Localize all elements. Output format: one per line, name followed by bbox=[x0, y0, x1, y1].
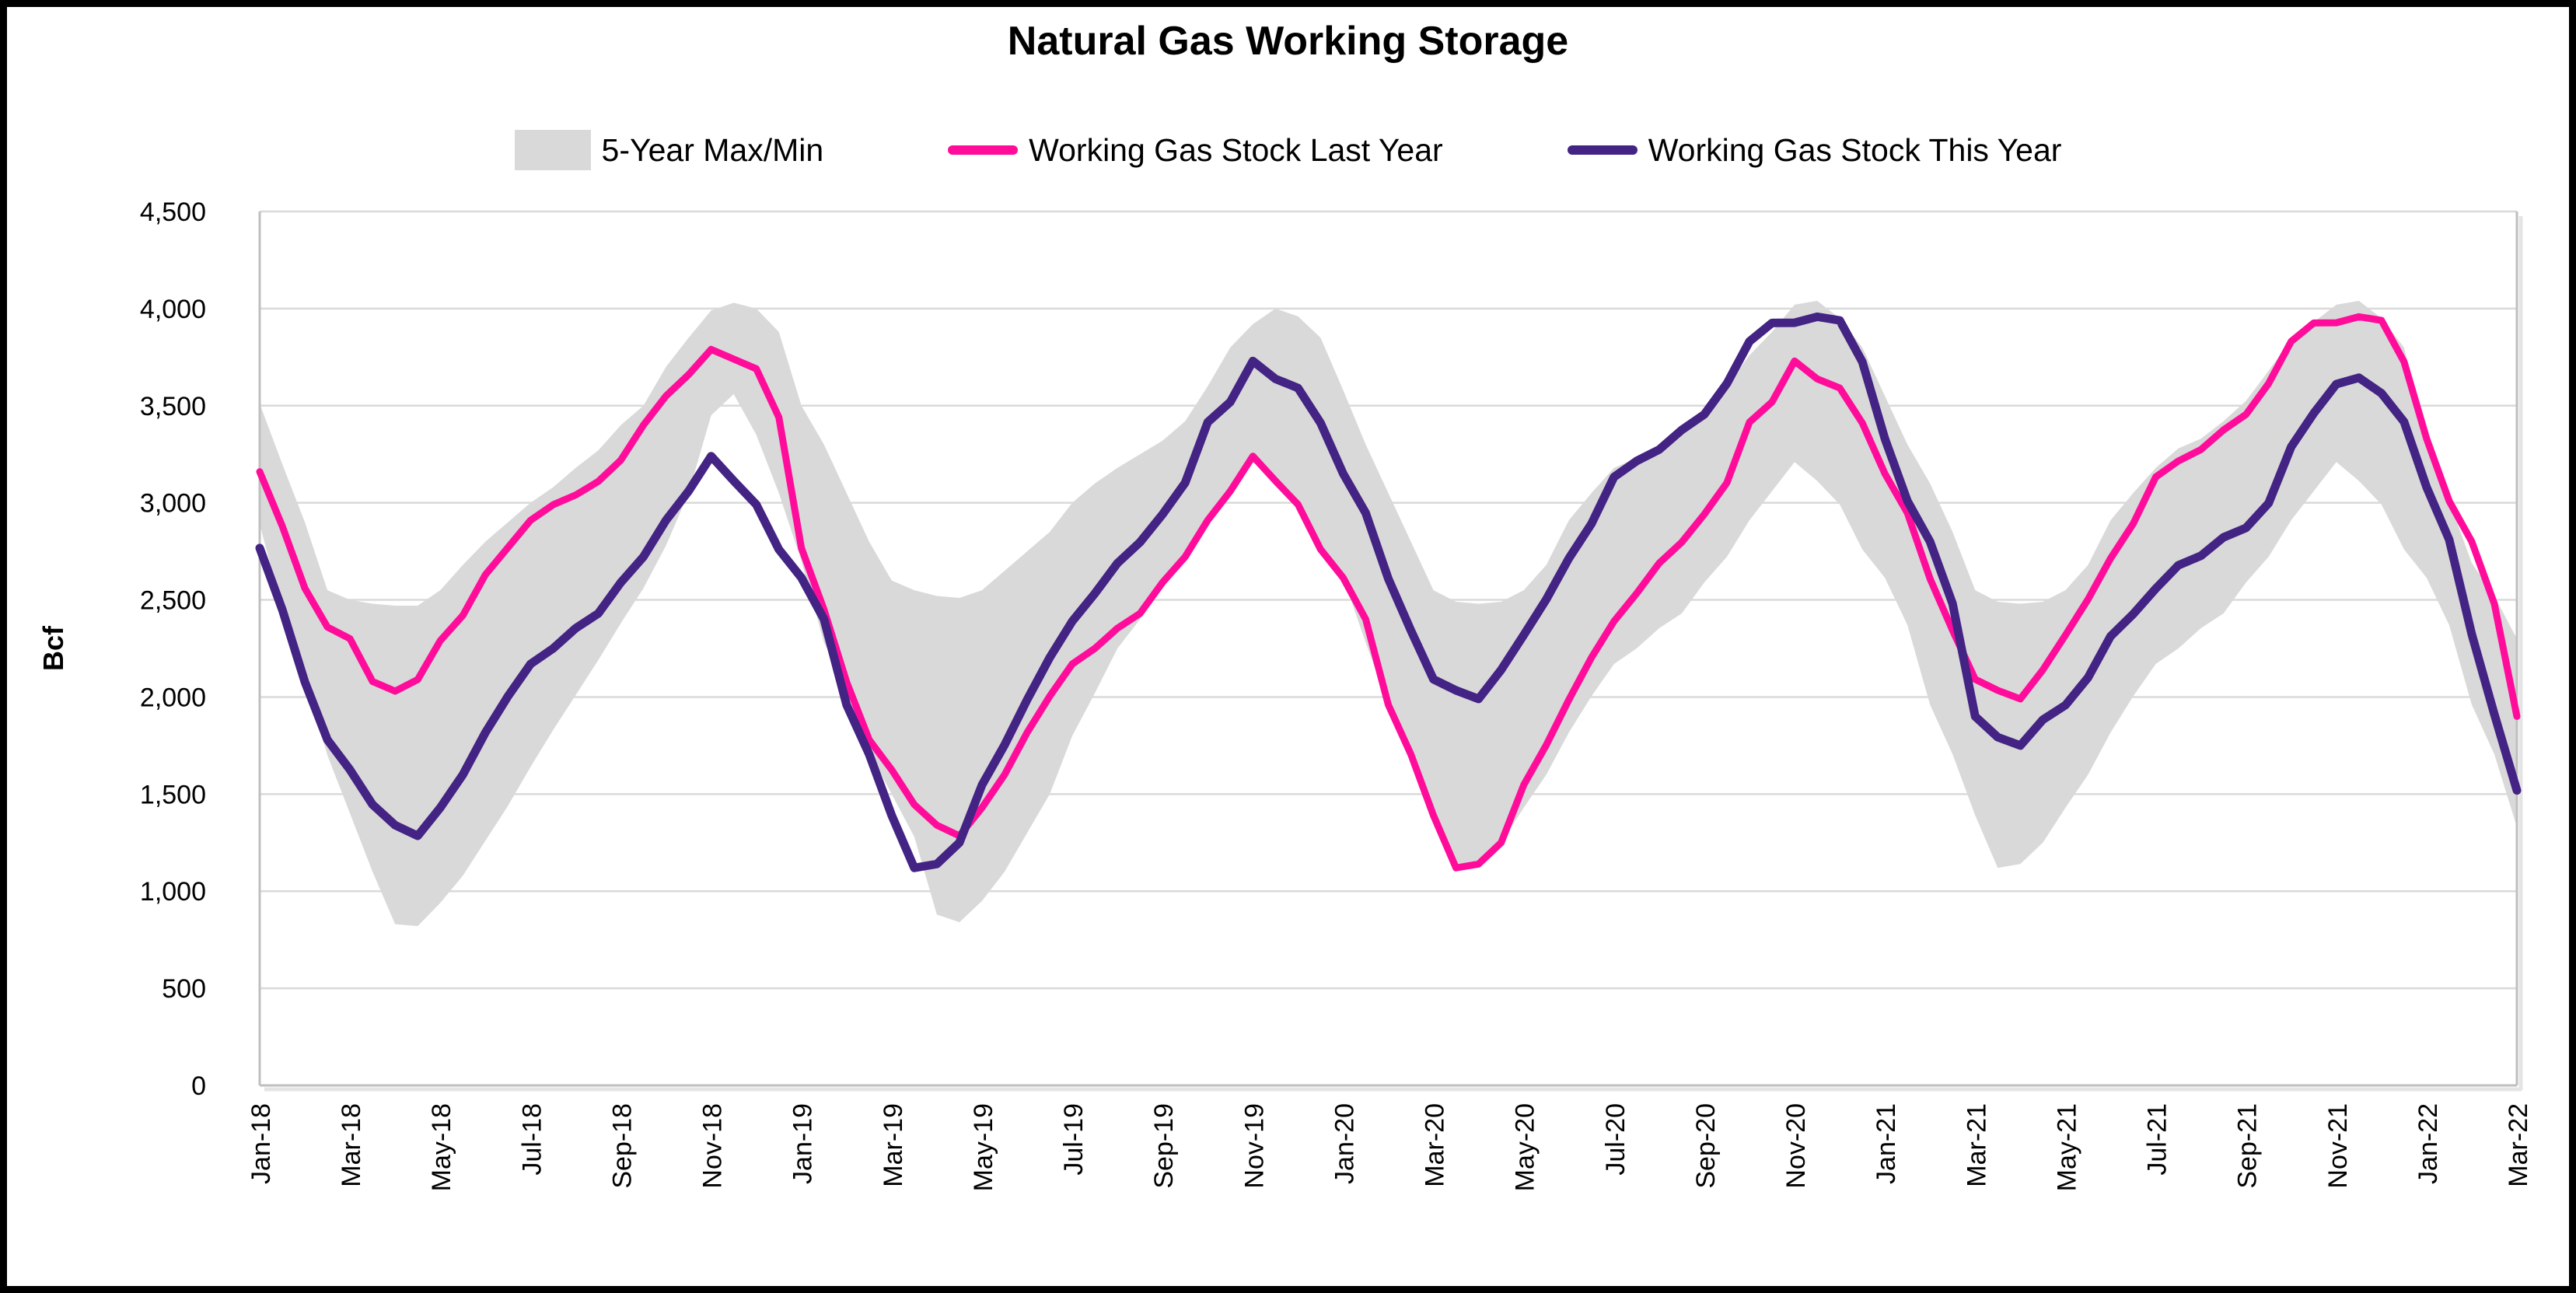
x-tick-label: Nov-21 bbox=[2323, 1103, 2353, 1189]
y-tick-label: 1,500 bbox=[140, 780, 206, 809]
x-tick-label: Mar-20 bbox=[1421, 1103, 1450, 1187]
x-tick-label: Jan-20 bbox=[1330, 1103, 1359, 1184]
x-tick-label: Nov-18 bbox=[698, 1103, 728, 1189]
x-tick-label: Mar-18 bbox=[337, 1103, 366, 1187]
x-tick-label: Nov-19 bbox=[1239, 1103, 1269, 1189]
x-tick-label: Mar-19 bbox=[879, 1103, 908, 1187]
legend-item-this-year: Working Gas Stock This Year bbox=[1567, 131, 2062, 169]
legend-item-last-year: Working Gas Stock Last Year bbox=[948, 132, 1443, 169]
x-tick-label: Jul-21 bbox=[2143, 1103, 2172, 1176]
chart-title: Natural Gas Working Storage bbox=[1007, 19, 1569, 64]
y-tick-label: 1,000 bbox=[140, 877, 206, 907]
x-tick-label: Jul-20 bbox=[1601, 1103, 1631, 1176]
y-tick-label: 4,000 bbox=[140, 295, 206, 324]
this-year-line-swatch-icon bbox=[1567, 145, 1638, 155]
x-tick-label: May-18 bbox=[427, 1103, 456, 1191]
legend-label-last-year: Working Gas Stock Last Year bbox=[1029, 131, 1443, 168]
x-tick-label: May-20 bbox=[1511, 1103, 1540, 1191]
x-tick-label: Jan-18 bbox=[246, 1103, 276, 1184]
x-tick-label: Sep-21 bbox=[2233, 1103, 2263, 1189]
y-tick-label: 0 bbox=[191, 1071, 206, 1101]
x-tick-label: Jul-19 bbox=[1059, 1103, 1089, 1176]
y-tick-label: 3,000 bbox=[140, 489, 206, 519]
legend: 5-Year Max/Min Working Gas Stock Last Ye… bbox=[7, 130, 2569, 170]
x-tick-label: May-19 bbox=[969, 1103, 998, 1191]
x-tick-label: May-21 bbox=[2052, 1103, 2081, 1191]
x-tick-label: Jan-22 bbox=[2413, 1103, 2443, 1184]
y-tick-label: 4,500 bbox=[140, 197, 206, 227]
y-tick-label: 2,000 bbox=[140, 683, 206, 712]
y-tick-label: 500 bbox=[162, 974, 206, 1004]
x-tick-label: Sep-18 bbox=[607, 1103, 637, 1189]
legend-label-this-year: Working Gas Stock This Year bbox=[1648, 131, 2062, 168]
x-tick-label: Nov-20 bbox=[1781, 1103, 1811, 1189]
plot-area: 0 500 1,000 1,500 2,000 2,500 3,000 3,500 4,000 4… bbox=[37, 197, 2533, 1191]
legend-item-band: 5-Year Max/Min bbox=[514, 130, 824, 170]
y-tick-label: 2,500 bbox=[140, 586, 206, 616]
legend-label-band: 5-Year Max/Min bbox=[601, 131, 824, 168]
this-year-line bbox=[255, 312, 2522, 872]
x-tick-label: Mar-21 bbox=[1962, 1103, 1991, 1187]
last-year-line bbox=[256, 313, 2521, 872]
x-tick-label: Sep-20 bbox=[1691, 1103, 1721, 1189]
x-tick-label: Jul-18 bbox=[517, 1103, 547, 1176]
five-year-max-min-band bbox=[260, 300, 2517, 927]
y-tick-label: 3,500 bbox=[140, 392, 206, 421]
band-swatch-icon bbox=[514, 130, 591, 170]
x-tick-label: Mar-22 bbox=[2504, 1103, 2533, 1187]
x-tick-label: Sep-19 bbox=[1149, 1103, 1179, 1189]
y-axis-title: Bcf bbox=[37, 625, 69, 671]
last-year-line-swatch-icon bbox=[948, 145, 1019, 155]
x-tick-label: Jan-19 bbox=[788, 1103, 818, 1184]
x-tick-label: Jan-21 bbox=[1872, 1103, 1901, 1184]
